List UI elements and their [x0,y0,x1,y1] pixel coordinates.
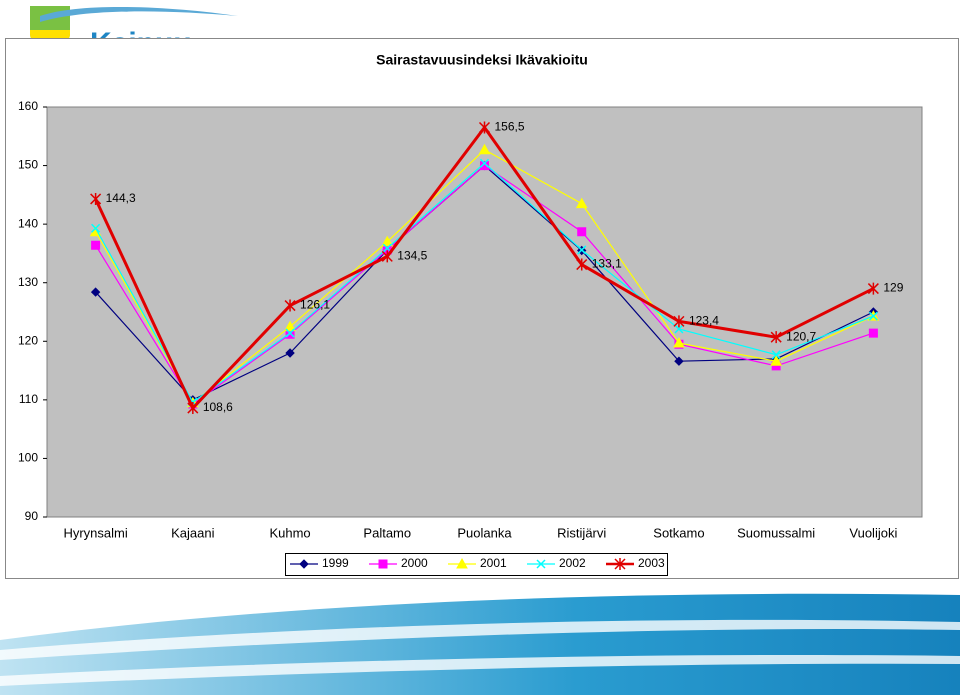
legend-marker [299,559,309,569]
data-label: 126,1 [300,298,330,312]
plot-area [46,106,923,518]
marker [285,348,295,358]
y-tick-label: 90 [25,509,39,523]
marker [479,158,490,168]
marker [478,121,491,134]
chart-title: Sairastavuusindeksi Ikävakioitu [376,52,588,68]
marker [770,331,782,344]
wave [0,619,960,660]
x-tick-label: Ristijärvi [557,525,606,540]
y-tick-label: 160 [18,99,38,113]
y-tick-label: 150 [18,158,38,172]
legend [285,553,668,576]
data-label: 134,5 [397,249,427,263]
marker [478,143,491,155]
data-label: 133,1 [592,257,622,271]
x-tick-label: Hyrynsalmi [63,525,127,540]
x-tick-label: Kajaani [171,525,214,540]
waves [0,593,960,695]
data-label: 129 [883,281,903,295]
data-label: 144,3 [106,191,136,205]
marker [673,315,685,328]
x-tick-label: Kuhmo [269,525,310,540]
marker [285,328,295,338]
marker [868,311,878,321]
data-label: 123,4 [689,314,719,328]
y-tick-label: 110 [19,392,38,406]
y-tick-label: 130 [18,275,38,289]
marker [90,287,101,297]
legend-marker [614,558,626,570]
legend-label: 2001 [480,556,507,570]
marker [771,350,781,360]
marker [576,258,588,271]
marker [575,197,588,209]
data-label: 120,7 [786,329,816,343]
y-tick-label: 100 [18,451,38,465]
marker [577,245,587,255]
x-tick-label: Suomussalmi [737,525,815,540]
x-tick-label: Paltamo [363,525,411,540]
x-tick-label: Sotkamo [653,525,704,540]
legend-label: 1999 [322,556,349,570]
data-label: 108,6 [203,400,233,414]
x-tick-label: Vuolijoki [849,525,897,540]
data-label: 156,5 [495,120,525,134]
marker [284,320,296,332]
marker [284,299,296,312]
y-tick-label: 120 [18,333,38,347]
legend-label: 2003 [638,556,665,570]
marker [90,192,102,205]
marker [381,250,393,263]
legend-marker [456,557,468,569]
y-tick-label: 140 [18,216,38,230]
marker [868,328,878,338]
marker [770,355,783,366]
marker [674,356,684,366]
marker [91,240,101,250]
x-tick-label: Puolanka [457,525,512,540]
legend-label: 2000 [401,556,428,570]
marker [187,402,199,415]
marker [91,223,101,233]
marker [285,329,295,339]
legend-label: 2002 [559,556,586,570]
legend-marker [378,559,388,569]
legend-marker [536,559,546,569]
marker [867,282,879,295]
marker [674,324,684,334]
marker [673,337,685,348]
marker [381,235,394,247]
logo-swoosh [40,6,238,22]
wave [0,654,960,686]
marker [577,227,587,237]
